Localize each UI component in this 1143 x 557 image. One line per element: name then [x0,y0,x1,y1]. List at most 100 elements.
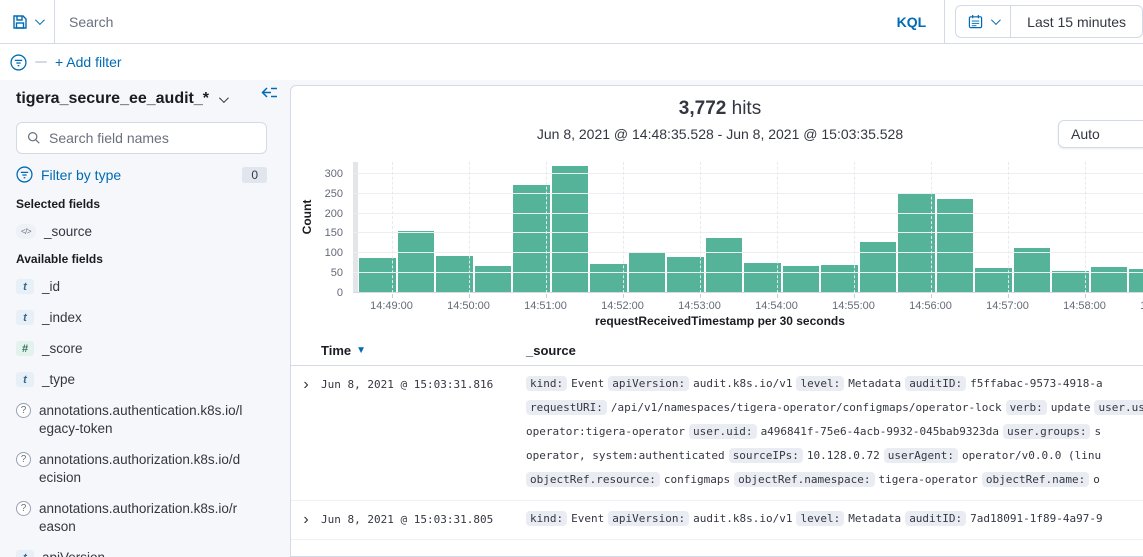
x-tick-label: 14:54:00 [755,300,798,312]
time-range-button[interactable]: Last 15 minutes [1011,14,1142,30]
time-range-display: Jun 8, 2021 @ 14:48:35.528 - Jun 8, 2021… [536,126,904,142]
histogram-bar[interactable] [359,258,396,293]
x-tick-mark [622,294,624,298]
histogram-bar[interactable] [1013,247,1050,293]
x-tick-label: 14:50:00 [447,300,490,312]
field-key-pill: auditID: [905,376,967,391]
field-value: f5ffabac-9573-4918-a [970,377,1103,390]
field-item[interactable]: ? annotations.authentication.k8s.io/legac… [16,400,267,440]
field-key-pill: objectRef.resource: [526,472,660,487]
gridline [622,162,624,293]
field-search-input[interactable] [49,130,256,146]
source-line: objectRef.resource: configmaps objectRef.n… [526,469,1143,493]
histogram-chart: Count 0 50 100 150 200 250 300 14:49:00 14:50:0… [291,152,1143,312]
histogram-bar[interactable] [397,231,434,293]
histogram-bar[interactable] [513,184,550,293]
x-tick-mark [1007,294,1009,298]
x-tick-mark [545,294,547,298]
x-tick-mark [468,294,470,298]
x-tick-mark [391,294,393,298]
filter-icon[interactable] [10,53,27,71]
date-quick-select-button[interactable] [956,6,1012,37]
expand-row-icon[interactable]: › [303,376,309,393]
field-value: a496841f-75e6-4acb-9932-045bab9323da [760,425,999,438]
filter-icon [16,166,33,183]
histogram-bar[interactable] [744,263,781,293]
x-tick-mark [853,294,855,298]
y-tick-label: 250 [324,187,343,200]
interval-select[interactable]: Auto [1058,120,1143,148]
field-item[interactable]: ? annotations.authorization.k8s.io/reason [16,498,267,538]
search-icon [27,131,40,144]
gridline [853,162,855,293]
histogram-bar[interactable] [590,264,627,293]
histogram-bar[interactable] [667,257,704,293]
histogram-bar[interactable] [551,165,588,293]
add-filter-button[interactable]: + Add filter [55,54,122,70]
histogram-bar[interactable] [936,199,973,293]
field-key-pill: objectRef.name: [981,472,1090,487]
number-type-icon: # [16,341,34,356]
field-item[interactable]: t _type [16,369,267,391]
collapse-icon [261,87,277,98]
histogram-bar[interactable] [1090,267,1127,293]
field-value: audit.k8s.io/v1 [693,512,793,525]
x-axis-ticks: 14:49:00 14:50:00 14:51:00 14:52:00 14:53:00… [353,300,1143,314]
y-axis-ticks: 0 50 100 150 200 250 300 [291,162,343,299]
collapse-sidebar-button[interactable] [260,86,278,99]
y-tick-label: 200 [324,207,343,220]
histogram-bar[interactable] [859,242,896,293]
row-source: kind: Event apiVersion: audit.k8s.io/v1 leve… [526,508,1143,532]
string-type-icon: t [16,310,34,325]
histogram-bar[interactable] [1052,270,1089,293]
field-key-pill: level: [796,376,845,391]
histogram-bar[interactable] [898,192,935,293]
histogram-bar[interactable] [436,256,473,293]
field-item[interactable]: t _id [16,276,267,298]
field-item[interactable]: t apiVersion [16,547,267,557]
histogram-bar[interactable] [705,238,742,293]
field-value: 7ad18091-1f89-4a97-9 [970,512,1103,525]
field-label: _score [42,341,83,356]
field-item[interactable]: t _index [16,307,267,329]
gridline [353,252,1143,254]
calendar-icon [968,14,983,29]
hits-summary: 3,772 hits [291,86,1143,120]
discover-main-panel: 3,772 hits Jun 8, 2021 @ 14:48:35.528 - … [290,85,1143,557]
field-item[interactable]: </> _source [16,221,267,243]
histogram-bar[interactable] [1129,269,1143,293]
field-value: 10.128.0.72 [806,449,880,462]
search-input[interactable] [55,0,879,43]
histogram-bar[interactable] [782,266,819,293]
kql-button[interactable]: KQL [878,0,946,43]
field-item[interactable]: ? annotations.authorization.k8s.io/decisi… [16,449,267,489]
field-key-pill: user.username: [1094,400,1143,415]
field-value: o [1093,473,1100,486]
filter-count-badge: 0 [242,166,267,183]
field-item[interactable]: # _score [16,338,267,360]
saved-query-menu-button[interactable] [0,0,55,43]
field-search-box [16,122,267,154]
filter-by-type-button[interactable]: Filter by type 0 [16,166,267,183]
unknown-type-icon: ? [16,452,31,467]
x-tick-label: 14:59:00 [1140,300,1143,312]
time-column-header[interactable]: Time ▼ [321,343,367,358]
y-tick-label: 100 [324,247,343,260]
histogram-bar[interactable] [474,266,511,293]
selected-fields-list: </> _source [16,221,267,243]
histogram-bar[interactable] [821,265,858,293]
save-icon [13,14,27,29]
field-label: _id [42,279,61,294]
fields-sidebar: tigera_secure_ee_audit_* Filter by type … [0,80,283,557]
y-tick-label: 0 [336,287,343,299]
histogram-bar[interactable] [628,253,665,293]
field-value: audit.k8s.io/v1 [693,377,793,390]
expand-row-icon[interactable]: › [303,511,309,528]
index-pattern-switcher[interactable]: tigera_secure_ee_audit_* [16,90,267,108]
x-tick-label: 14:53:00 [678,300,721,312]
field-value: tigera-operator [878,473,978,486]
x-tick-label: 14:55:00 [832,300,875,312]
field-label: _type [42,372,76,387]
field-key-pill: kind: [526,376,568,391]
string-type-icon: t [16,279,34,294]
